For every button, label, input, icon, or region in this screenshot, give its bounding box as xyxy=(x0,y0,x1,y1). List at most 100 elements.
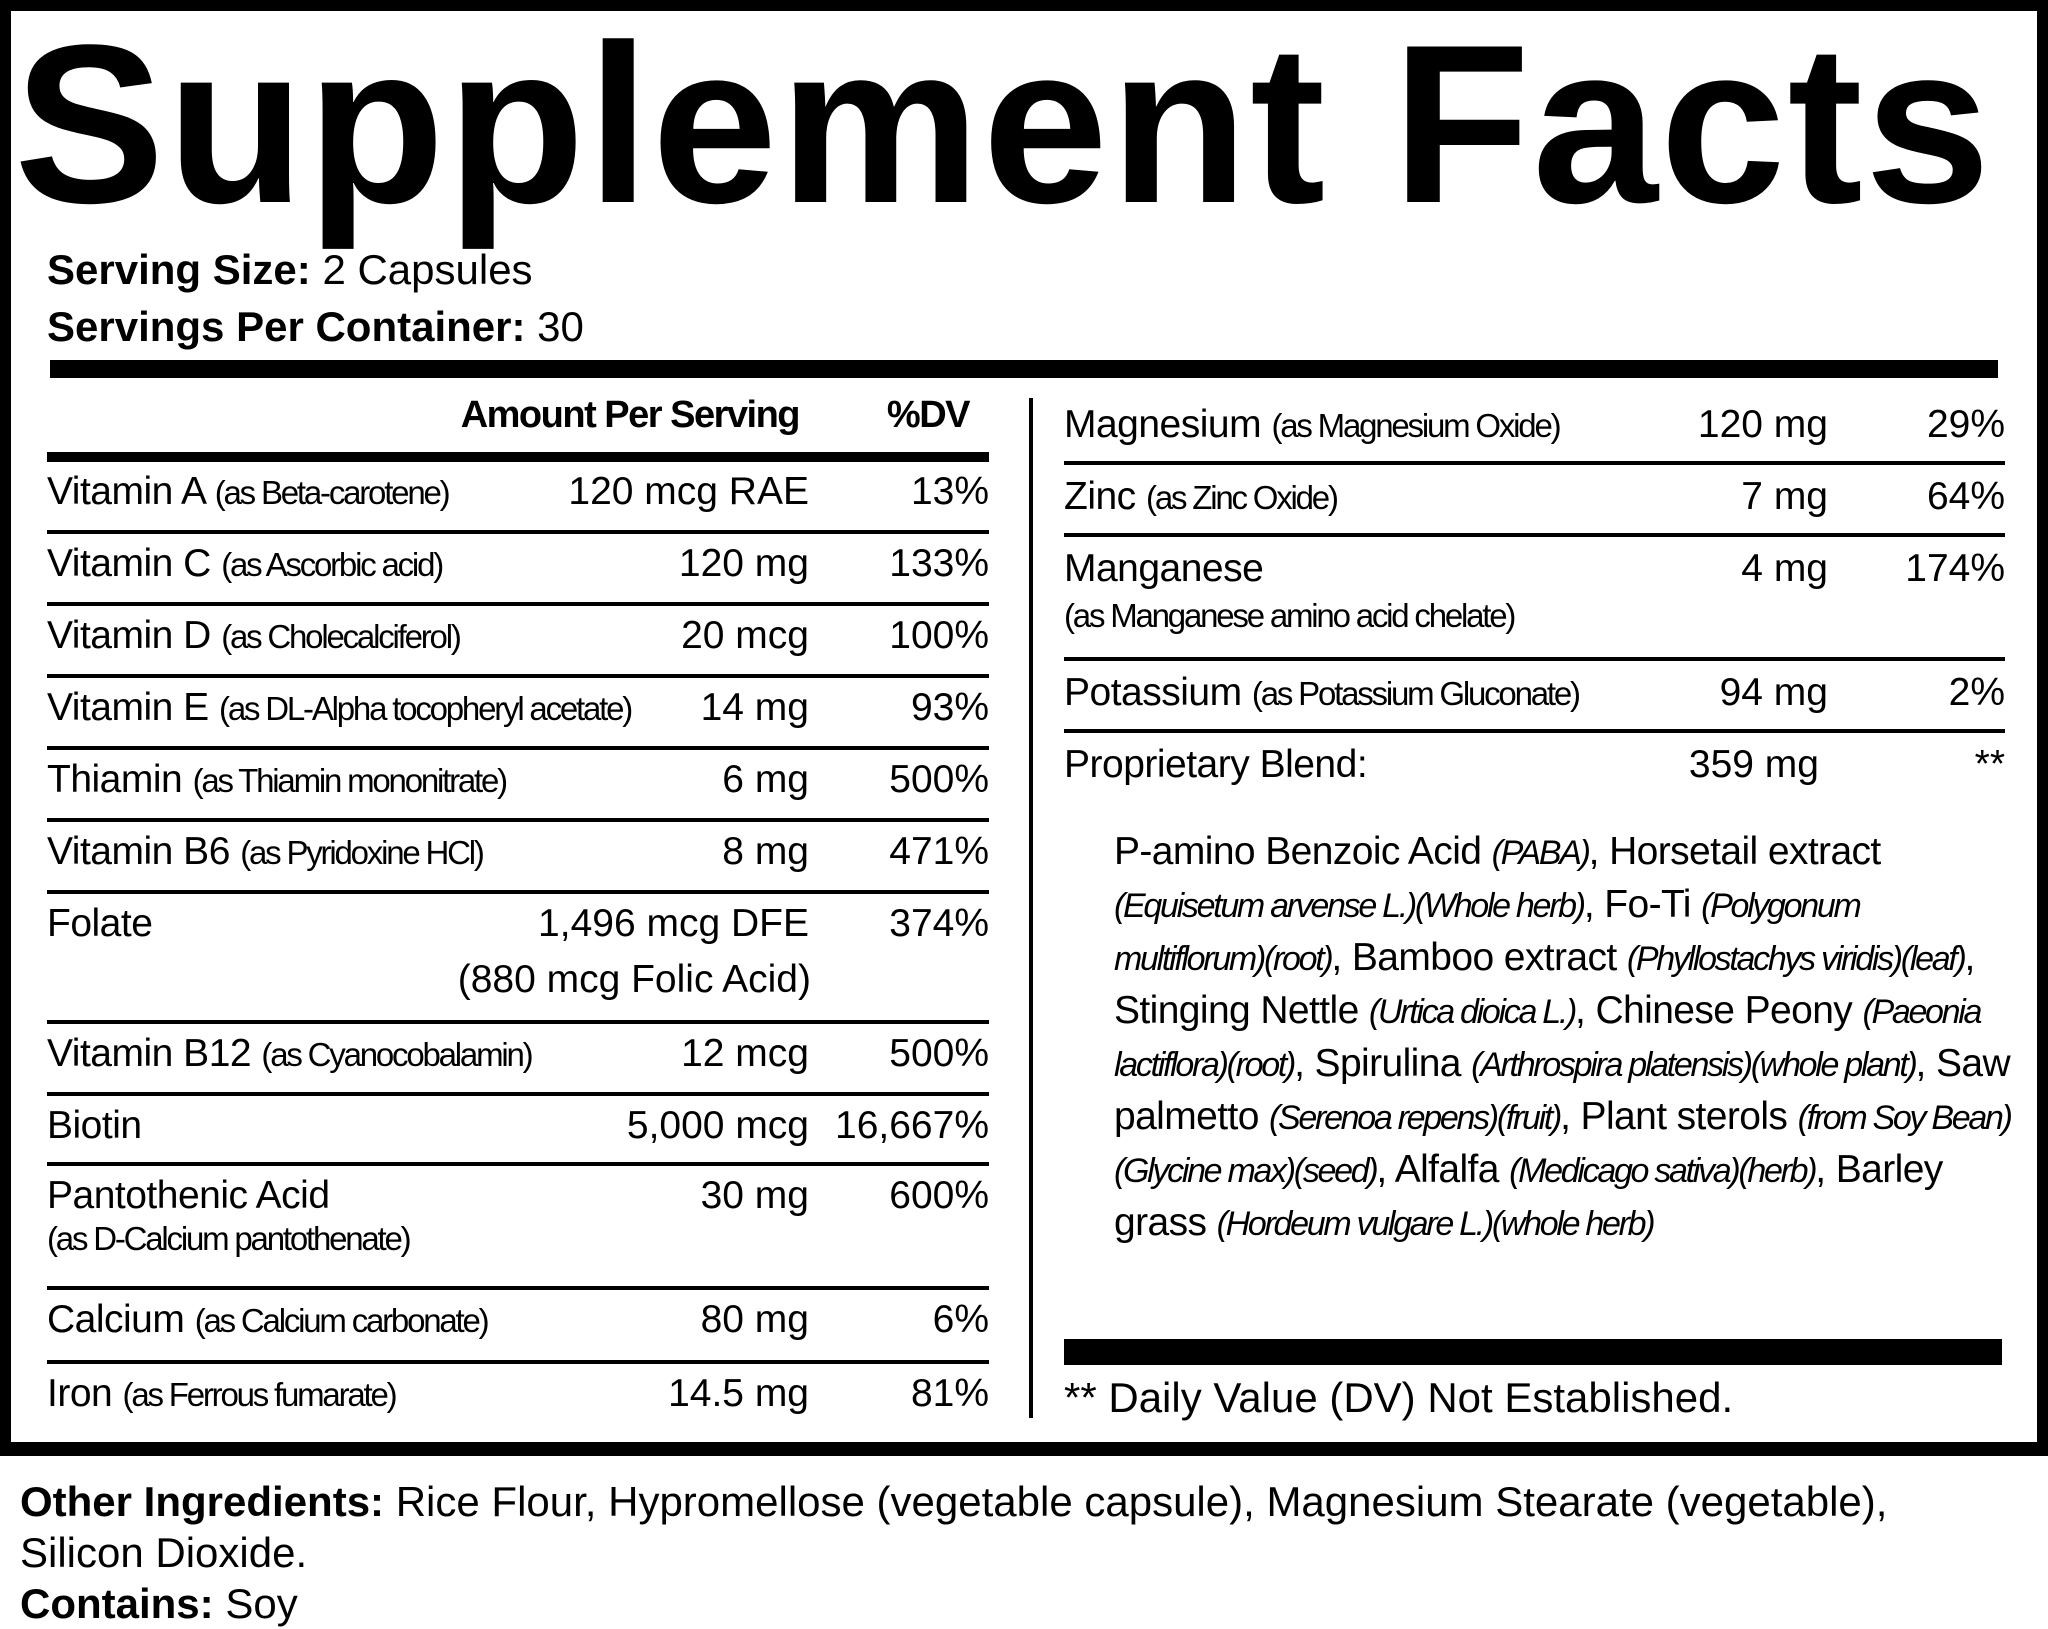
blend-ingredient-botanical: (Medicago sativa)(herb) xyxy=(1509,1152,1817,1190)
blend-ingredient: , Stinging Nettle xyxy=(1114,936,1975,1032)
nutrient-label: Proprietary Blend: xyxy=(1064,743,1368,786)
blend-ingredient: , Plant sterols xyxy=(1560,1095,1798,1138)
supplement-facts-panel xyxy=(0,0,2048,1456)
nutrient-label: Vitamin E xyxy=(47,686,209,729)
blend-ingredient-botanical: (Phyllostachys viridis)(leaf) xyxy=(1626,940,1967,978)
nutrient-source: (as DL-Alpha tocopheryl acetate) xyxy=(219,690,633,727)
nutrient-label: Manganese xyxy=(1064,547,1264,590)
left-nutrient-table: Amount Per Serving %DV Vitamin A (as Bet… xyxy=(47,390,989,1440)
nutrient-name: Vitamin E (as DL-Alpha tocopheryl acetat… xyxy=(47,686,633,730)
amount-per-serving: 14.5 mg xyxy=(668,1372,809,1415)
amount-per-serving: 5,000 mcg xyxy=(626,1104,809,1147)
nutrient-name: Proprietary Blend: xyxy=(1064,743,1368,787)
table-row: Pantothenic Acid (as D-Calcium pantothena… xyxy=(47,1166,989,1290)
nutrient-label: Pantothenic Acid xyxy=(47,1174,330,1217)
daily-value-percent: 174% xyxy=(1905,547,2005,590)
servings-per-container: Servings Per Container: 30 xyxy=(47,303,584,350)
amount-per-serving: 120 mcg RAE xyxy=(568,470,809,513)
amount-per-serving: 120 mg xyxy=(678,542,809,585)
amount-per-serving: 1,496 mcg DFE xyxy=(538,902,809,945)
daily-value-percent: 29% xyxy=(1926,403,2005,446)
blend-ingredient-botanical: (Serenoa repens)(fruit) xyxy=(1269,1099,1562,1137)
column-divider xyxy=(1029,398,1033,1418)
nutrient-name: Zinc (as Zinc Oxide) xyxy=(1064,475,1339,519)
nutrient-source: (as Calcium carbonate) xyxy=(194,1302,490,1339)
nutrient-name: Biotin xyxy=(47,1104,142,1148)
daily-value-percent: 13% xyxy=(910,470,989,513)
nutrient-label: Folate xyxy=(47,902,153,945)
nutrient-label: Vitamin D xyxy=(47,614,211,657)
table-row: Folate 1,496 mcg DFE (880 mcg Folic Acid) 3… xyxy=(47,894,989,1024)
divider-bar xyxy=(1064,1339,2002,1365)
blend-ingredient: , Barley grass xyxy=(1114,1148,1943,1244)
nutrient-source: (as Zinc Oxide) xyxy=(1146,479,1339,516)
blend-ingredient-botanical: (Paeonia lactiflora)(root) xyxy=(1114,993,1982,1084)
nutrient-source: (as Thiamin mononitrate) xyxy=(192,762,509,799)
nutrient-name: Folate xyxy=(47,902,153,946)
daily-value-percent: 100% xyxy=(889,614,989,657)
amount-per-serving: 20 mcg xyxy=(681,614,809,657)
daily-value-percent: 16,667% xyxy=(835,1104,989,1147)
table-row: Vitamin B6 (as Pyridoxine HCl) 8 mg 471% xyxy=(47,822,989,894)
nutrient-label: Vitamin B12 xyxy=(47,1032,252,1075)
right-nutrient-table: Magnesium (as Magnesium Oxide) 120 mg 29% Z… xyxy=(1064,393,2005,805)
nutrient-source: (as D-Calcium pantothenate) xyxy=(47,1220,412,1257)
nutrient-source: (as Pyridoxine HCl) xyxy=(240,834,485,871)
table-row: Zinc (as Zinc Oxide) 7 mg 64% xyxy=(1064,465,2005,537)
daily-value-percent: 500% xyxy=(889,758,989,801)
daily-value-percent: 133% xyxy=(889,542,989,585)
nutrient-source: (as Beta-carotene) xyxy=(214,474,451,511)
daily-value-percent: 471% xyxy=(889,830,989,873)
blend-ingredient: , Horsetail extract xyxy=(1588,830,1882,873)
serving-size: Serving Size: 2 Capsules xyxy=(47,246,533,293)
amount-per-serving: 94 mg xyxy=(1719,671,1828,714)
blend-ingredient: , Fo-Ti xyxy=(1583,883,1702,926)
nutrient-source: (as Ferrous fumarate) xyxy=(122,1376,398,1413)
nutrient-source: (as Cyanocobalamin) xyxy=(261,1036,533,1073)
nutrient-source: (as Magnesium Oxide) xyxy=(1271,407,1561,444)
nutrient-name: Vitamin C (as Ascorbic acid) xyxy=(47,542,444,586)
table-row: Proprietary Blend: 359 mg ** xyxy=(1064,733,2005,805)
nutrient-name: Calcium (as Calcium carbonate) xyxy=(47,1298,490,1342)
daily-value-percent: 6% xyxy=(932,1298,989,1341)
blend-ingredient: , Chinese Peony xyxy=(1575,989,1863,1032)
amount-detail: (880 mcg Folic Acid) xyxy=(457,958,811,1001)
nutrient-name: Magnesium (as Magnesium Oxide) xyxy=(1064,403,1562,447)
table-row: Magnesium (as Magnesium Oxide) 120 mg 29% xyxy=(1064,393,2005,465)
table-row: Vitamin C (as Ascorbic acid) 120 mg 133% xyxy=(47,534,989,606)
divider-bar xyxy=(50,360,1998,378)
amount-per-serving: 6 mg xyxy=(722,758,809,801)
nutrient-source: (as Potassium Gluconate) xyxy=(1251,675,1581,712)
blend-ingredient: P-amino Benzoic Acid xyxy=(1114,830,1492,873)
daily-value-percent: ** xyxy=(1974,743,2005,786)
blend-ingredient-botanical: (PABA) xyxy=(1491,834,1591,872)
table-row: Potassium (as Potassium Gluconate) 94 mg 2… xyxy=(1064,661,2005,733)
table-row: Vitamin B12 (as Cyanocobalamin) 12 mcg 500… xyxy=(47,1024,989,1096)
table-row: Thiamin (as Thiamin mononitrate) 6 mg 500% xyxy=(47,750,989,822)
nutrient-label: Zinc xyxy=(1064,475,1136,518)
amount-per-serving: 359 mg xyxy=(1688,743,1819,786)
blend-ingredient-botanical: (from Soy Bean)(Glycine max)(seed) xyxy=(1114,1099,2013,1190)
amount-per-serving: 8 mg xyxy=(722,830,809,873)
nutrient-label: Thiamin xyxy=(47,758,183,801)
daily-value-percent: 374% xyxy=(889,902,989,945)
nutrient-name: Vitamin B12 (as Cyanocobalamin) xyxy=(47,1032,534,1076)
nutrient-source: (as Manganese amino acid chelate) xyxy=(1064,597,1516,634)
nutrient-name: Manganese (as Manganese amino acid chelat… xyxy=(1064,547,1516,635)
nutrient-label: Biotin xyxy=(47,1104,142,1147)
table-row: Vitamin A (as Beta-carotene) 120 mcg RAE 1… xyxy=(47,462,989,534)
nutrient-source: (as Cholecalciferol) xyxy=(221,618,462,655)
table-row: Iron (as Ferrous fumarate) 14.5 mg 81% xyxy=(47,1364,989,1440)
nutrient-name: Iron (as Ferrous fumarate) xyxy=(47,1372,398,1416)
blend-ingredient-botanical: (Hordeum vulgare L.)(whole herb) xyxy=(1216,1205,1656,1243)
amount-per-serving: 4 mg xyxy=(1741,547,1828,590)
amount-per-serving: 120 mg xyxy=(1697,403,1828,446)
nutrient-name: Vitamin A (as Beta-carotene) xyxy=(47,470,451,514)
nutrient-name: Pantothenic Acid (as D-Calcium pantothena… xyxy=(47,1174,412,1258)
table-row: Biotin 5,000 mcg 16,667% xyxy=(47,1096,989,1166)
table-row: Vitamin D (as Cholecalciferol) 20 mcg 100% xyxy=(47,606,989,678)
daily-value-footnote: ** Daily Value (DV) Not Established. xyxy=(1064,1374,1734,1421)
blend-ingredient: , Saw palmetto xyxy=(1114,1042,2011,1138)
nutrient-label: Vitamin B6 xyxy=(47,830,230,873)
blend-ingredient-botanical: (Urtica dioica L.) xyxy=(1368,993,1577,1031)
